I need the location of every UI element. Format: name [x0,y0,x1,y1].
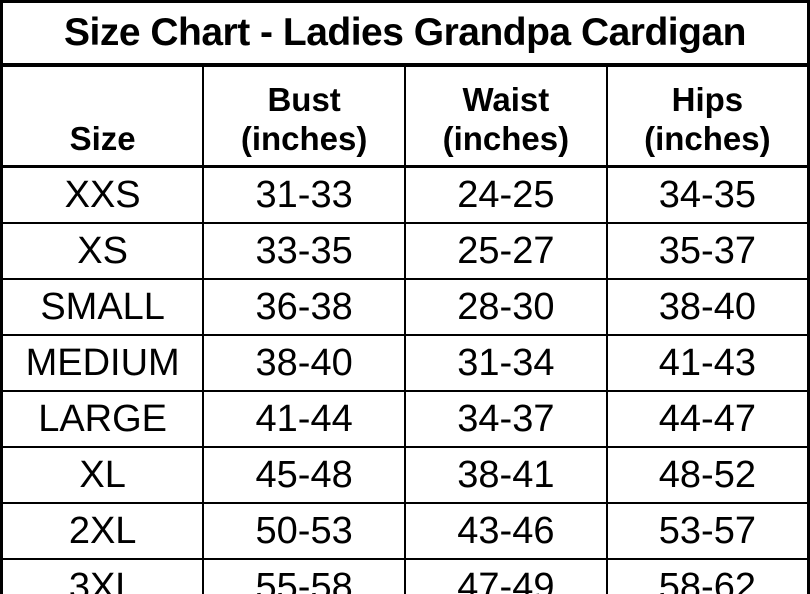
table-row: XXS 31-33 24-25 34-35 [0,165,810,224]
table-row: 2XL 50-53 43-46 53-57 [0,502,810,560]
bust-cell: 36-38 [202,278,406,336]
hips-cell: 34-35 [605,165,810,224]
waist-cell: 47-49 [404,558,608,594]
column-header-hips-label: Hips [671,81,744,119]
column-header-bust-unit: (inches) [240,119,368,157]
bust-cell: 31-33 [202,165,406,224]
waist-cell: 38-41 [404,446,608,504]
waist-cell: 31-34 [404,334,608,392]
bust-cell: 45-48 [202,446,406,504]
hips-cell: 58-62 [605,558,810,594]
column-header-bust-label: Bust [267,81,341,119]
table-row: SMALL 36-38 28-30 38-40 [0,278,810,336]
table-row: MEDIUM 38-40 31-34 41-43 [0,334,810,392]
column-header-bust: Bust (inches) [202,64,406,168]
hips-cell: 48-52 [605,446,810,504]
column-header-waist-label: Waist [462,81,550,119]
hips-cell: 44-47 [605,390,810,448]
column-header-waist: Waist (inches) [404,64,608,168]
size-cell: 2XL [0,502,205,560]
waist-cell: 28-30 [404,278,608,336]
waist-cell: 43-46 [404,502,608,560]
size-cell: LARGE [0,390,205,448]
chart-title: Size Chart - Ladies Grandpa Cardigan [0,0,810,67]
bust-cell: 50-53 [202,502,406,560]
hips-cell: 35-37 [605,222,810,280]
column-header-waist-unit: (inches) [442,119,570,157]
hips-cell: 38-40 [605,278,810,336]
header-row: Size Bust (inches) Waist (inches) Hips (… [0,64,810,168]
size-cell: SMALL [0,278,205,336]
table-row: XS 33-35 25-27 35-37 [0,222,810,280]
size-cell: XXS [0,165,205,224]
title-row: Size Chart - Ladies Grandpa Cardigan [0,0,810,67]
bust-cell: 41-44 [202,390,406,448]
size-cell: 3XL [0,558,205,594]
column-header-size: Size [0,64,205,168]
column-header-size-label: Size [69,119,136,157]
table-row: 3XL 55-58 47-49 58-62 [0,558,810,594]
bust-cell: 33-35 [202,222,406,280]
waist-cell: 25-27 [404,222,608,280]
hips-cell: 53-57 [605,502,810,560]
column-header-hips: Hips (inches) [605,64,810,168]
waist-cell: 34-37 [404,390,608,448]
bust-cell: 38-40 [202,334,406,392]
size-cell: MEDIUM [0,334,205,392]
waist-cell: 24-25 [404,165,608,224]
size-cell: XL [0,446,205,504]
column-header-hips-unit: (inches) [644,119,771,157]
table-row: XL 45-48 38-41 48-52 [0,446,810,504]
hips-cell: 41-43 [605,334,810,392]
table-row: LARGE 41-44 34-37 44-47 [0,390,810,448]
size-cell: XS [0,222,205,280]
bust-cell: 55-58 [202,558,406,594]
